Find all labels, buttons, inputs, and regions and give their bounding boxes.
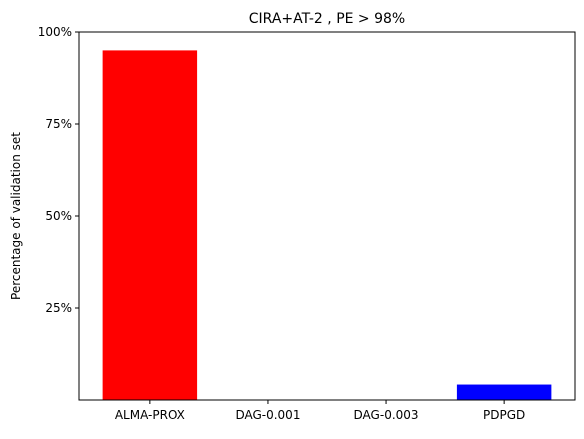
y-tick-label: 100% — [38, 25, 72, 39]
chart-title: CIRA+AT-2 , PE > 98% — [249, 11, 405, 27]
x-tick-label: DAG-0.003 — [354, 408, 419, 422]
y-axis-label: Percentage of validation set — [9, 132, 23, 300]
x-tick-label: DAG-0.001 — [235, 408, 300, 422]
y-tick-label: 75% — [45, 117, 72, 131]
x-tick-label: PDPGD — [483, 408, 525, 422]
y-tick-label: 50% — [45, 209, 72, 223]
x-tick-label: ALMA-PROX — [115, 408, 185, 422]
bar-alma-prox — [102, 50, 198, 401]
ticks-layer: ALMA-PROX DAG-0.001 DAG-0.003 PDPGD 25% 50% 75… — [38, 25, 526, 422]
plot-frame — [78, 31, 576, 401]
bars-layer — [102, 50, 552, 401]
y-tick-label: 25% — [45, 301, 72, 315]
bar-pdpgd — [456, 384, 552, 400]
